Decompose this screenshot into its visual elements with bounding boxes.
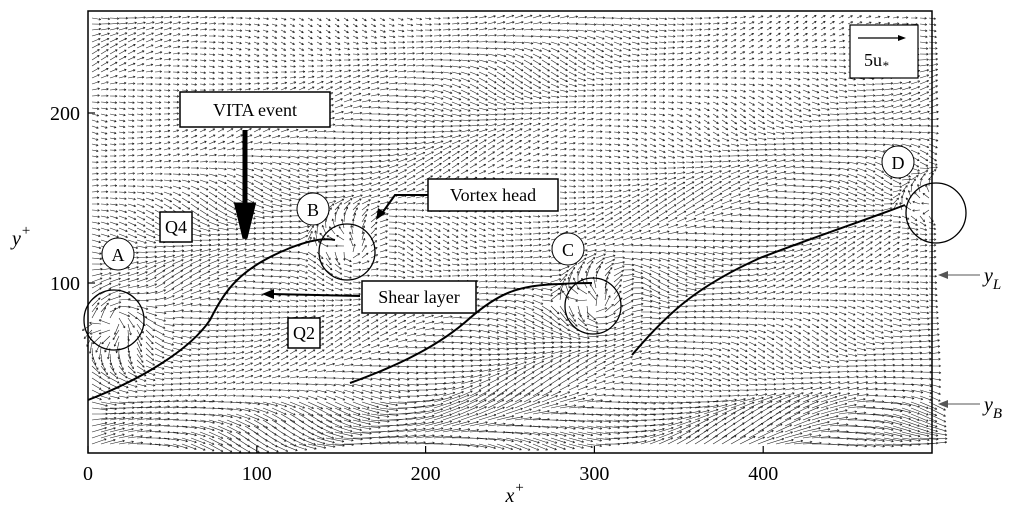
- arrow: [233, 130, 257, 239]
- point-label: D: [892, 153, 905, 173]
- axes: 0 100 200 300 400 100 200: [50, 103, 778, 485]
- vortex-circle: [905, 182, 967, 244]
- curve: [631, 204, 906, 356]
- arrow-head: [262, 289, 274, 299]
- y-b-label: yB: [982, 394, 1002, 422]
- x-axis-label: x+: [504, 480, 524, 507]
- label-circle: [101, 237, 135, 271]
- y-l-main: y: [982, 265, 993, 287]
- scale-label: 5u*: [864, 50, 889, 73]
- y-axis-label: y+: [10, 223, 31, 250]
- scale-text: 5u: [864, 50, 882, 70]
- x-tick-label: 300: [579, 463, 609, 485]
- point-label: B: [307, 200, 319, 220]
- arrow-head: [938, 400, 948, 408]
- box: [159, 211, 193, 243]
- annotation: VITA event: [213, 100, 297, 120]
- arrow-head: [376, 208, 386, 220]
- x-label-main: x: [504, 485, 514, 507]
- point-label: C: [562, 240, 574, 260]
- label-circle: [296, 192, 330, 226]
- arrow-head: [938, 271, 948, 279]
- box: [179, 91, 331, 128]
- y-tick-label: 100: [50, 273, 80, 295]
- x-label-sup: +: [514, 480, 524, 496]
- vortex-circle: [318, 223, 376, 281]
- scale-box: [849, 24, 919, 79]
- plot-frame: [87, 10, 933, 454]
- y-tick-label: 200: [50, 103, 80, 125]
- y-label-sup: +: [21, 223, 31, 239]
- scale-sub: *: [882, 58, 889, 73]
- vortex-circles: [83, 182, 967, 351]
- box: [287, 317, 321, 349]
- shear-layer-curves: [87, 204, 906, 401]
- annotation: Q4: [165, 217, 187, 237]
- curve: [349, 282, 593, 384]
- vector-field: [81, 14, 948, 453]
- box: [361, 280, 477, 314]
- vortex-circle: [564, 277, 622, 335]
- arrow: [271, 293, 361, 297]
- vector-arrows: [81, 14, 948, 453]
- annotation: Shear layer: [378, 287, 459, 307]
- x-tick-label: 200: [411, 463, 441, 485]
- y-b-sub: B: [993, 406, 1002, 422]
- annotation: Vortex head: [450, 185, 536, 205]
- label-circle: [551, 232, 585, 266]
- y-l-sub: L: [992, 277, 1001, 293]
- y-l-label: yL: [982, 265, 1001, 293]
- y-b-main: y: [982, 394, 993, 416]
- x-tick-label: 400: [748, 463, 778, 485]
- point-label: A: [112, 245, 125, 265]
- x-tick-label: 100: [242, 463, 272, 485]
- annotation: Q2: [293, 323, 315, 343]
- annotation-boxes: VITA event Vortex head Shear layer Q4 Q2…: [159, 24, 919, 349]
- y-label-main: y: [10, 228, 21, 250]
- arrow-head: [898, 35, 906, 41]
- point-labels: A B C D: [101, 145, 915, 271]
- x-tick-label: 0: [83, 463, 93, 485]
- edge-markers: yL yB: [938, 265, 1002, 422]
- curve: [87, 238, 336, 401]
- label-circle: [881, 145, 915, 179]
- vortex-circle: [83, 289, 145, 351]
- arrow: [379, 194, 428, 217]
